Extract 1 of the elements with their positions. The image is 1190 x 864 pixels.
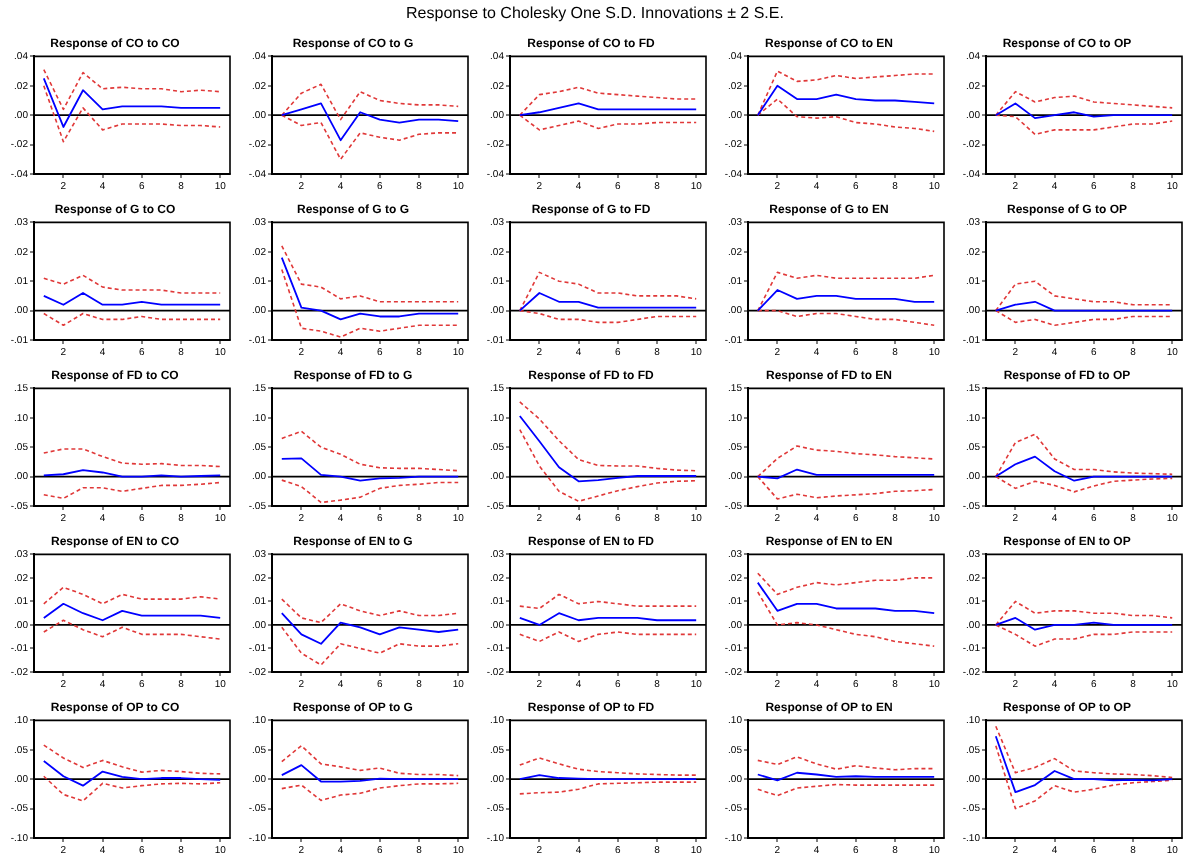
text: Response to Cholesky One S.D. Innovations ± 2 S.E. [404,2,786,26]
